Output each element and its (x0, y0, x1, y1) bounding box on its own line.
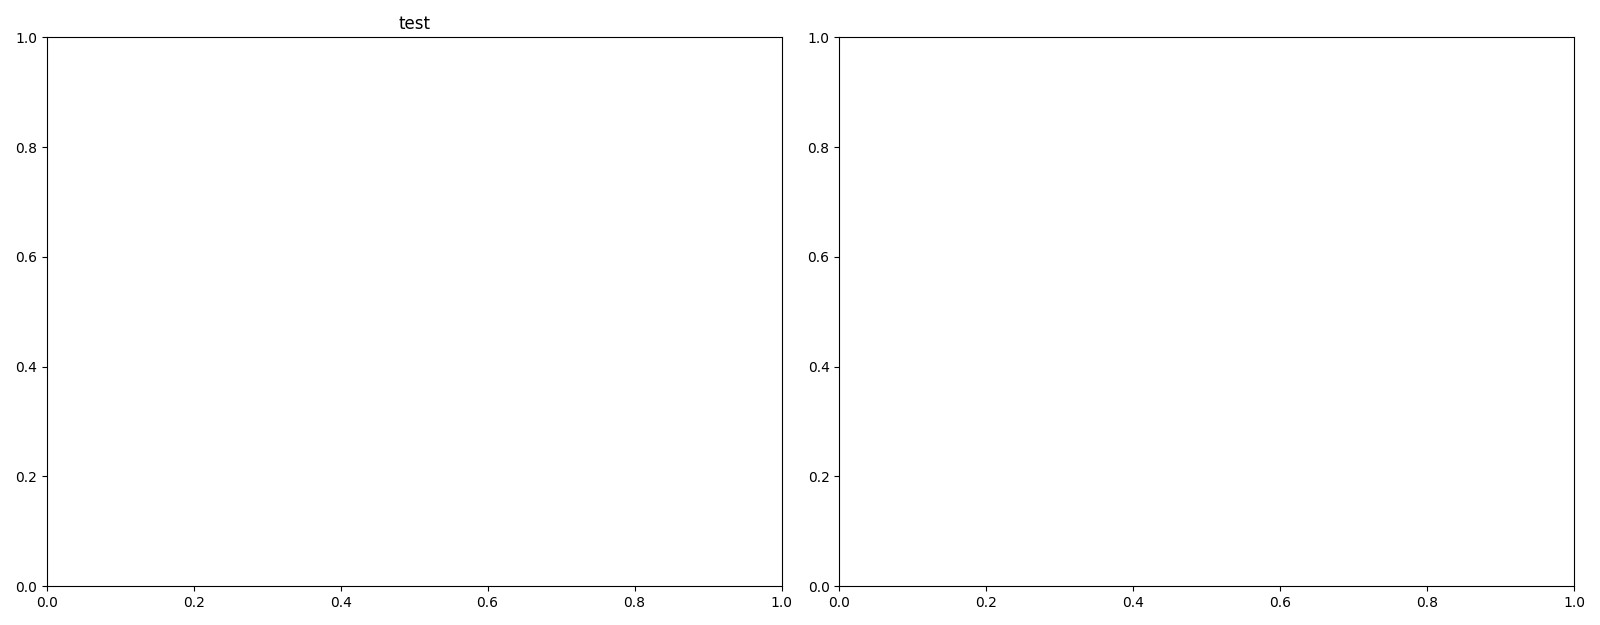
Title: test: test (398, 15, 430, 33)
